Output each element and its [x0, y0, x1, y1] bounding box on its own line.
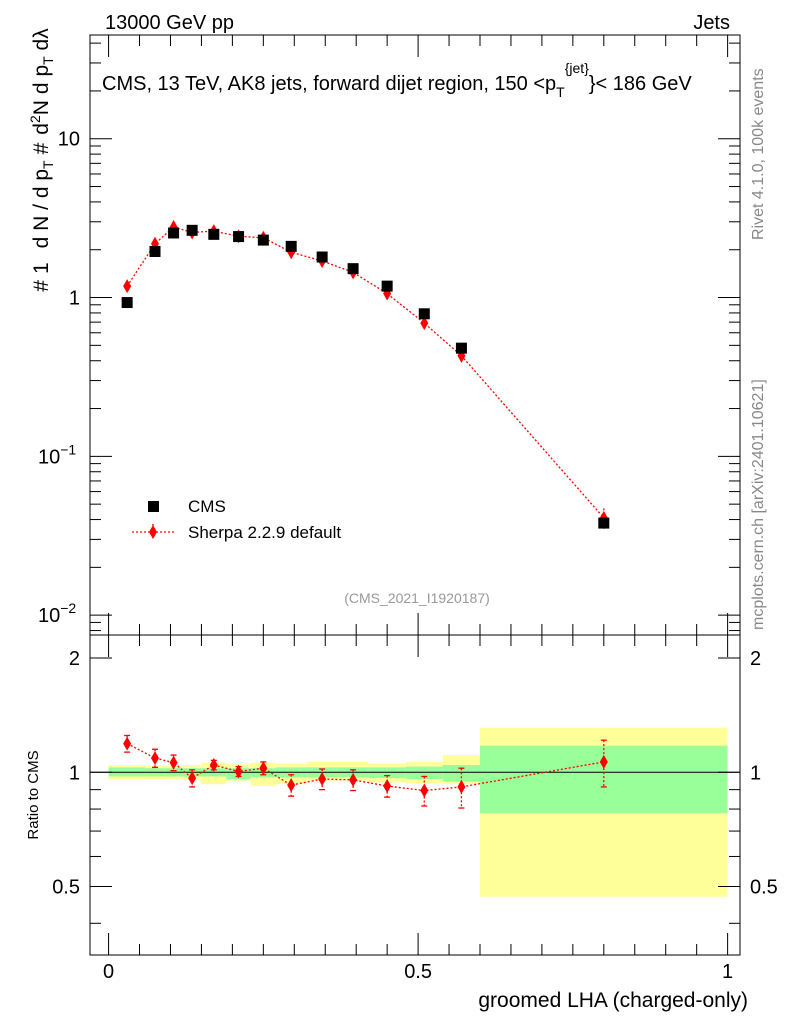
cms-point: [121, 297, 133, 309]
ratio-y-tick-label-right: 1: [750, 762, 761, 784]
svg-text:#1d N / d pT#d2Nd pT dλ: #1d N / d pT#d2Nd pT dλ: [27, 28, 56, 292]
cms-point: [257, 234, 269, 246]
ratio-sherpa-point: [209, 758, 218, 773]
ratio-y-tick-label-right: 2: [750, 648, 761, 670]
cms-point: [455, 342, 467, 354]
legend-sherpa-label: Sherpa 2.2.9 default: [188, 523, 341, 542]
legend-cms-label: CMS: [188, 497, 226, 516]
ratio-sherpa-point: [383, 779, 392, 794]
cms-point: [285, 240, 297, 252]
cms-point: [233, 231, 245, 243]
ratio-sherpa-point: [287, 778, 296, 793]
ratio-sherpa-point: [420, 783, 429, 798]
plot-title-main: CMS, 13 TeV, AK8 jets, forward dijet reg…: [102, 73, 545, 95]
main-sherpa-series: [123, 220, 608, 529]
ratio-axis-ticks: 0.5 0.5 1 1 2 2 0 0.5 1: [52, 635, 778, 983]
cms-point: [381, 280, 393, 292]
ratio-sherpa-point: [318, 772, 327, 787]
ratio-y-tick-label: 1: [69, 762, 80, 784]
ratio-plot-frame: [89, 634, 741, 956]
plot-title-sub: T: [556, 84, 565, 100]
main-y-tick-label: 10: [58, 129, 80, 151]
ratio-sherpa-point: [349, 772, 358, 787]
plot-title: CMS, 13 TeV, AK8 jets, forward dijet reg…: [102, 60, 692, 100]
cms-point: [149, 245, 161, 257]
sherpa-line: [126, 226, 605, 519]
ratio-y-axis-title: Ratio to CMS: [25, 750, 42, 839]
sherpa-point: [123, 279, 132, 294]
ratio-sherpa-point: [151, 751, 159, 766]
cms-point: [208, 228, 220, 240]
x-axis-title: groomed LHA (charged-only): [478, 989, 748, 1012]
analysis-id: (CMS_2021_I1920187): [344, 590, 490, 606]
sherpa-point: [420, 316, 429, 331]
main-cms-series: [121, 224, 610, 529]
x-tick-label: 1: [722, 961, 733, 983]
main-y-axis-title: #1d N / d pT#d2Nd pT dλ: [27, 28, 56, 292]
ratio-sherpa-point: [188, 771, 197, 786]
main-axis-ticks: 10−2 10−1 1 10: [38, 35, 740, 635]
cms-point: [598, 517, 610, 529]
legend-cms-marker: [148, 501, 159, 512]
x-tick-label: 0.5: [404, 961, 432, 983]
ratio-sherpa-point: [599, 754, 608, 769]
ratio-y-tick-label-right: 0.5: [750, 877, 778, 899]
main-y-tick-label: 10−1: [38, 441, 76, 468]
main-plot-frame: [89, 34, 741, 636]
ratio-green-band: [405, 766, 443, 780]
ratio-sherpa-point: [457, 779, 466, 794]
ratio-y-tick-label: 0.5: [52, 877, 80, 899]
ratio-sherpa-point: [123, 736, 132, 751]
x-tick-label: 0: [103, 961, 114, 983]
ratio-sherpa-point: [259, 761, 268, 776]
ratio-y-tick-label: 2: [69, 648, 80, 670]
cms-point: [168, 227, 180, 239]
plot-title-end: }< 186 GeV: [589, 73, 693, 95]
plot-title-sup: {jet}: [565, 60, 589, 76]
main-y-tick-label: 1: [69, 288, 80, 310]
legend-sherpa-marker: [149, 525, 157, 539]
plot-title-p: p: [545, 73, 556, 95]
mcplots-watermark: mcplots.cern.ch [arXiv:2401.10621]: [750, 379, 767, 630]
cms-point: [316, 251, 328, 263]
ratio-sherpa-point: [234, 764, 243, 779]
cms-point: [186, 224, 198, 236]
ratio-sherpa-point: [169, 755, 178, 770]
main-y-tick-label: 10−2: [38, 600, 76, 627]
collision-label: 13000 GeV pp: [105, 12, 234, 34]
cms-point: [347, 263, 359, 275]
cms-point: [418, 308, 430, 320]
category-label: Jets: [693, 12, 730, 34]
rivet-watermark: Rivet 4.1.0, 100k events: [750, 68, 767, 240]
ratio-sherpa-series: [123, 734, 608, 809]
ratio-bands: [108, 727, 728, 897]
